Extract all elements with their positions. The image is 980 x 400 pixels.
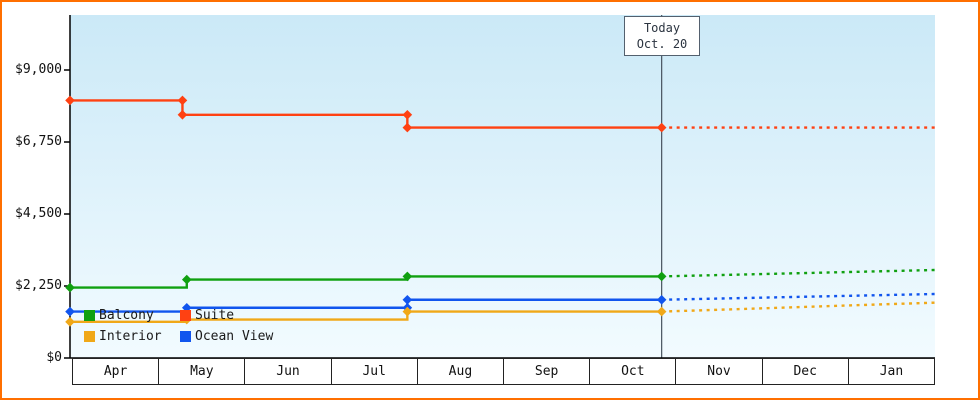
series-marker-ocean-view <box>65 306 75 317</box>
y-axis-label: $6,750 <box>15 134 62 149</box>
series-line-balcony <box>70 275 662 289</box>
month-cell-may: May <box>158 359 244 384</box>
series-line-suite <box>70 99 662 129</box>
legend-item-suite: Suite <box>180 308 300 323</box>
series-line-interior <box>70 310 662 324</box>
month-cell-aug: Aug <box>416 359 503 384</box>
legend-swatch <box>180 331 191 342</box>
y-axis-label: $2,250 <box>15 278 62 293</box>
today-date: Oct. 20 <box>636 37 688 51</box>
series-marker-suite <box>656 122 667 133</box>
legend-swatch <box>84 331 95 342</box>
legend-label: Balcony <box>99 308 154 323</box>
series-forecast-ocean-view <box>661 292 936 301</box>
month-cell-dec: Dec <box>761 359 848 384</box>
legend-item-ocean-view: Ocean View <box>180 329 300 344</box>
series-marker-ocean-view <box>402 294 413 305</box>
legend-item-balcony: Balcony <box>84 308 180 323</box>
series-marker-suite <box>402 122 413 133</box>
month-cell-jul: Jul <box>330 359 417 384</box>
y-axis-label: $4,500 <box>15 206 62 221</box>
series-line-ocean-view <box>70 298 662 313</box>
today-label: Today <box>643 21 681 35</box>
series-marker-balcony <box>656 271 667 282</box>
today-marker-box: Today Oct. 20 <box>624 16 700 56</box>
month-cell-jun: Jun <box>244 359 330 384</box>
series-marker-suite <box>402 109 413 120</box>
month-cell-sep: Sep <box>503 359 589 384</box>
month-cell-nov: Nov <box>675 359 761 384</box>
legend-label: Suite <box>195 308 235 323</box>
series-marker-suite <box>65 95 75 106</box>
series-marker-suite <box>177 109 188 120</box>
legend-swatch <box>180 310 191 321</box>
series-marker-interior <box>65 317 75 327</box>
legend-swatch <box>84 310 95 321</box>
series-forecast-interior <box>661 301 936 313</box>
series-marker-ocean-view <box>656 294 667 305</box>
legend-label: Interior <box>99 329 162 344</box>
legend: Balcony Suite Interior Ocean View <box>84 308 300 344</box>
legend-item-interior: Interior <box>84 329 180 344</box>
month-cell-apr: Apr <box>103 364 128 379</box>
series-marker-interior <box>656 306 667 317</box>
x-axis-month-row: Apr May Jun Jul Aug Sep Oct Nov Dec Jan <box>72 358 935 385</box>
series-marker-balcony <box>181 274 192 285</box>
series-marker-balcony <box>65 282 75 293</box>
month-cell-oct: Oct <box>589 359 675 384</box>
month-cell-jan: Jan <box>847 359 934 384</box>
y-axis-label: $9,000 <box>15 62 62 77</box>
series-marker-suite <box>177 95 188 106</box>
series-forecast-balcony <box>661 268 936 278</box>
legend-label: Ocean View <box>195 329 274 344</box>
y-axis-label: $0 <box>46 350 62 365</box>
